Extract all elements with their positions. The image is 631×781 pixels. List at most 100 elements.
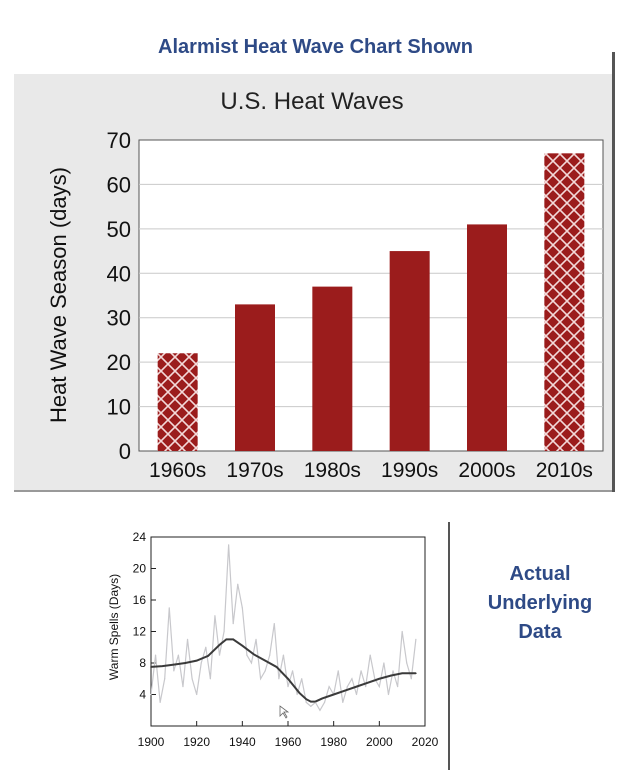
- annual-point: [287, 686, 289, 688]
- annual-point: [323, 701, 326, 703]
- annual-point: [305, 701, 307, 703]
- smoothed-point: [332, 693, 335, 696]
- bottom-divider: [448, 522, 450, 770]
- annual-point: [237, 583, 239, 585]
- annual-point: [150, 693, 152, 696]
- smoothed-point: [401, 672, 403, 675]
- bar-chart: 0 10 20 30 40 50 60 70 1960s 1970s 1980s 1990s 2000…: [46, 88, 604, 482]
- annual-point: [255, 638, 257, 640]
- smoothed-point: [310, 700, 312, 703]
- annual-point: [374, 678, 376, 680]
- side-note-line: Underlying: [487, 592, 593, 614]
- smoothed-point: [344, 689, 346, 692]
- smoothed-point: [389, 674, 392, 677]
- annual-point: [351, 678, 353, 680]
- x-tick-label: 1960s: [149, 459, 206, 482]
- annual-point: [278, 678, 280, 680]
- annual-point: [410, 678, 412, 680]
- panel-divider-right: [612, 52, 615, 492]
- annual-point: [365, 686, 367, 688]
- annual-point: [342, 701, 344, 703]
- annual-point: [209, 678, 211, 680]
- line-plot-area: [150, 536, 426, 727]
- bar: [157, 353, 198, 451]
- smoothed-point: [264, 659, 266, 662]
- smoothed-point: [150, 666, 152, 668]
- y-tick-label: 12: [133, 625, 147, 639]
- smoothed-point: [232, 638, 234, 641]
- smoothed-point: [252, 653, 255, 656]
- banner-title: Alarmist Heat Wave Chart Shown: [158, 36, 473, 58]
- x-tick-label: 2020: [412, 735, 439, 749]
- x-tick-label: 1960: [275, 735, 302, 749]
- smoothed-point: [314, 700, 317, 703]
- annual-point: [164, 678, 166, 680]
- x-tick-label: 2000: [366, 735, 393, 749]
- annual-point: [319, 709, 321, 711]
- x-tick-label: 2010s: [536, 459, 593, 482]
- y-tick-label: 60: [107, 172, 131, 197]
- annual-point: [186, 638, 189, 640]
- smoothed-point: [355, 685, 358, 688]
- annual-point: [392, 670, 394, 672]
- annual-point: [205, 646, 207, 648]
- annual-point: [355, 693, 358, 696]
- annual-point: [246, 654, 248, 656]
- y-tick-label: 4: [139, 688, 146, 702]
- smoothed-point: [378, 677, 381, 680]
- x-tick-label: 1980s: [304, 459, 361, 482]
- annual-point: [241, 607, 243, 609]
- x-tick-label: 1970s: [226, 459, 283, 482]
- annual-point: [387, 693, 390, 696]
- smoothed-point: [241, 644, 244, 647]
- annual-point: [173, 670, 175, 672]
- annual-point: [337, 670, 339, 672]
- annual-point: [250, 662, 253, 664]
- y-tick-label: 40: [107, 261, 131, 286]
- smoothed-point: [225, 638, 228, 641]
- annual-point: [273, 623, 275, 625]
- annual-point: [218, 654, 221, 656]
- bar: [389, 251, 430, 451]
- annual-point: [159, 701, 161, 703]
- annual-point: [232, 623, 234, 625]
- bar: [467, 224, 507, 451]
- line-chart-ylabel: Warm Spells (Days): [107, 574, 121, 680]
- bar-chart-title: U.S. Heat Waves: [220, 88, 403, 115]
- smoothed-point: [305, 698, 308, 701]
- annual-point: [360, 670, 362, 672]
- annual-point: [182, 686, 184, 688]
- y-tick-label: 20: [133, 562, 147, 576]
- annual-point: [346, 686, 348, 688]
- y-tick-label: 50: [107, 217, 131, 242]
- panel-divider-bottom: [14, 490, 612, 492]
- y-tick-label: 0: [119, 439, 131, 464]
- annual-point: [406, 662, 408, 664]
- annual-point: [228, 544, 230, 546]
- annual-point: [397, 686, 399, 688]
- annual-point: [214, 615, 216, 617]
- bar-plot-area: [138, 139, 604, 452]
- annual-point: [196, 693, 198, 696]
- annual-point: [301, 678, 303, 680]
- y-tick-label: 20: [107, 350, 131, 375]
- cursor-icon: [279, 705, 290, 719]
- smoothed-point: [275, 666, 278, 668]
- side-note-line: Actual: [509, 563, 571, 585]
- annual-point: [369, 654, 371, 656]
- bar: [312, 286, 353, 451]
- x-tick-label: 1980: [320, 735, 347, 749]
- x-tick-label: 1990s: [381, 459, 438, 482]
- smoothed-point: [287, 677, 289, 680]
- annual-point: [168, 607, 170, 609]
- annual-point: [291, 670, 294, 672]
- smoothed-point: [367, 681, 369, 684]
- annual-point: [296, 693, 298, 696]
- bar: [235, 304, 275, 451]
- annual-point: [378, 686, 380, 688]
- y-tick-label: 30: [107, 306, 131, 331]
- annual-point: [191, 678, 193, 680]
- annual-point: [282, 654, 285, 656]
- bar: [544, 153, 585, 452]
